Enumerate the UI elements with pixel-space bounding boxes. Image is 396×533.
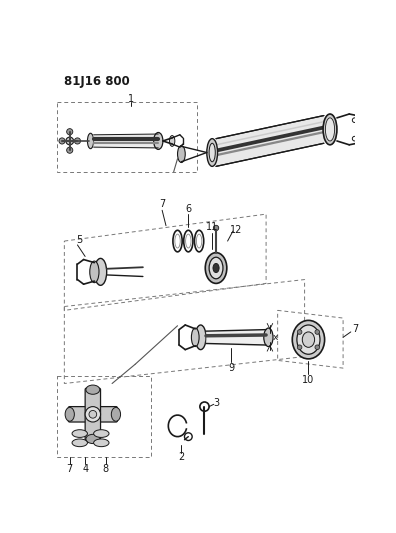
Text: 11: 11 [206,222,218,232]
Ellipse shape [292,320,325,359]
Ellipse shape [86,434,100,443]
Circle shape [74,138,80,144]
Text: 3: 3 [213,398,219,408]
Ellipse shape [86,385,100,394]
Ellipse shape [209,257,223,279]
Text: 5: 5 [76,235,82,245]
Ellipse shape [90,261,99,282]
Ellipse shape [209,143,215,161]
Polygon shape [216,121,324,146]
Ellipse shape [302,332,314,348]
Circle shape [352,136,357,141]
Circle shape [315,345,320,350]
Ellipse shape [177,146,185,163]
Text: 8: 8 [103,464,109,474]
Ellipse shape [297,325,320,354]
Circle shape [59,138,65,144]
Text: 81J16 800: 81J16 800 [64,75,130,88]
FancyBboxPatch shape [68,407,118,422]
Circle shape [352,118,357,123]
Circle shape [67,128,73,135]
Ellipse shape [264,328,273,346]
Ellipse shape [207,139,217,166]
Ellipse shape [326,118,335,141]
Polygon shape [216,131,324,156]
Ellipse shape [65,407,74,421]
Ellipse shape [72,439,88,447]
Polygon shape [216,126,324,152]
Text: 9: 9 [228,363,234,373]
Ellipse shape [72,430,88,438]
Ellipse shape [154,133,163,149]
Text: 2: 2 [178,451,185,462]
Text: 10: 10 [302,375,314,385]
Circle shape [315,330,320,334]
Ellipse shape [85,407,101,422]
Ellipse shape [323,114,337,145]
Text: 6: 6 [185,204,191,214]
Circle shape [297,345,302,350]
Polygon shape [216,116,324,166]
Ellipse shape [195,325,206,350]
Text: 7: 7 [159,199,165,209]
Text: x: x [272,333,278,342]
Circle shape [67,147,73,154]
Ellipse shape [169,135,175,147]
Text: 4: 4 [82,464,88,474]
Ellipse shape [93,439,109,447]
Ellipse shape [213,263,219,273]
Ellipse shape [191,328,199,346]
Ellipse shape [88,133,93,149]
Ellipse shape [93,430,109,438]
Text: 12: 12 [230,224,242,235]
Text: 7: 7 [352,324,359,334]
FancyBboxPatch shape [85,388,101,440]
Text: 1: 1 [128,94,134,104]
Ellipse shape [89,410,97,418]
Circle shape [297,330,302,334]
Ellipse shape [111,407,120,421]
Circle shape [66,137,74,145]
Ellipse shape [213,225,219,231]
Ellipse shape [205,253,227,284]
Text: 7: 7 [67,464,73,474]
Ellipse shape [94,259,107,285]
